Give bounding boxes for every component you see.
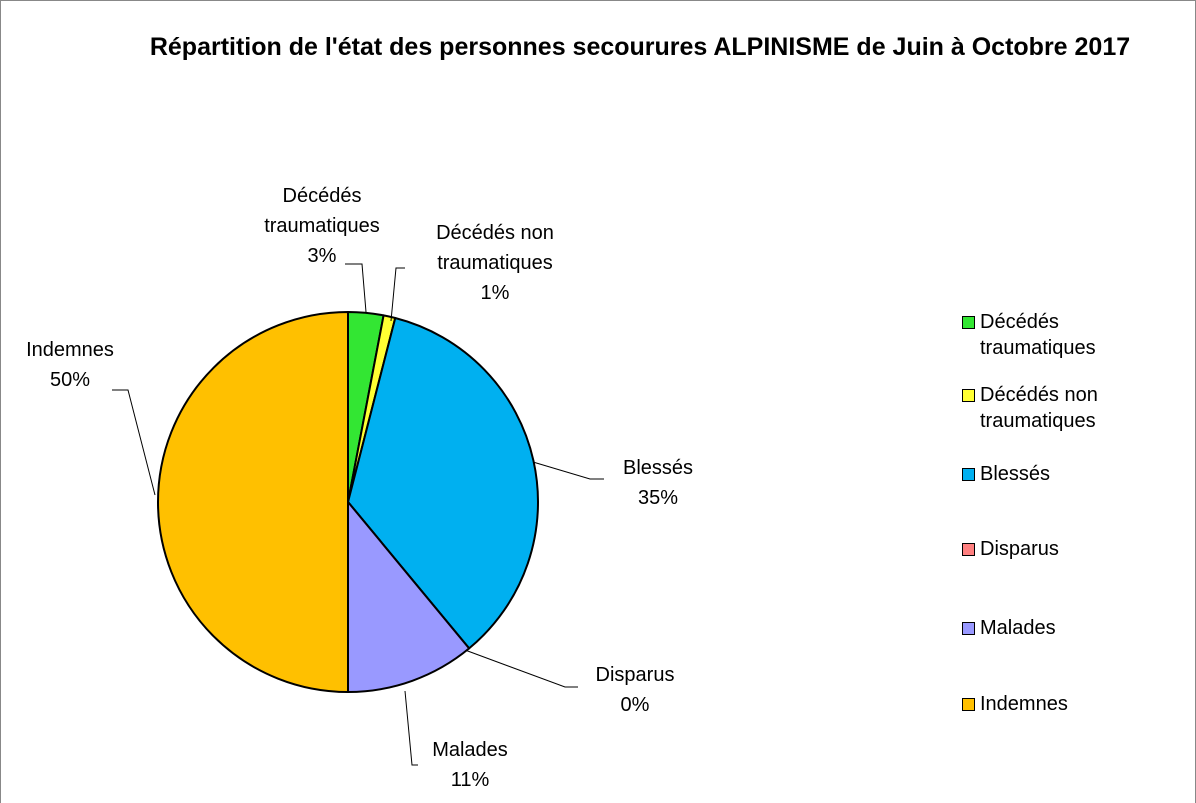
data-label-value: 50% xyxy=(49,369,91,391)
legend-entry: Disparus xyxy=(980,536,1150,562)
legend-label: Disparus xyxy=(980,538,1059,560)
leader-line xyxy=(345,263,367,313)
data-label-category: Indemnes xyxy=(26,339,114,361)
data-label-value: 1% xyxy=(480,282,510,304)
data-label-value: 35% xyxy=(637,487,679,509)
data-label: Blessés 35% xyxy=(573,453,743,513)
legend-label: Décédés traumatiques xyxy=(980,311,1096,359)
legend-swatch xyxy=(962,316,975,329)
data-label-category: Malades xyxy=(432,739,508,761)
data-label-category: Décédés traumatiques xyxy=(264,185,380,237)
data-label-category: Disparus xyxy=(595,664,675,686)
data-label: Décédés non traumatiques 1% xyxy=(410,218,580,308)
legend-entry: Décédés traumatiques xyxy=(980,309,1150,361)
data-label-category: Décédés non traumatiques xyxy=(436,222,554,274)
data-label: Disparus 0% xyxy=(550,660,720,720)
legend-label: Décédés non traumatiques xyxy=(980,384,1098,432)
data-label: Malades 11% xyxy=(385,735,555,795)
legend-swatch xyxy=(962,698,975,711)
legend-swatch xyxy=(962,389,975,402)
data-label: Décédés traumatiques 3% xyxy=(237,181,407,271)
leader-line xyxy=(390,267,405,322)
legend-swatch xyxy=(962,622,975,635)
data-label-value: 11% xyxy=(450,769,490,791)
pie-slice xyxy=(347,316,539,650)
legend-swatch xyxy=(962,543,975,556)
legend-label: Malades xyxy=(980,617,1056,639)
legend-label: Blessés xyxy=(980,463,1051,485)
legend-entry: Indemnes xyxy=(980,691,1150,717)
chart-title: Répartition de l'état des personnes seco… xyxy=(149,33,1131,61)
leader-line xyxy=(404,690,418,766)
legend-swatch xyxy=(962,468,975,481)
leader-line xyxy=(112,389,156,496)
data-label-value: 3% xyxy=(307,245,337,267)
data-label-value: 0% xyxy=(620,694,650,716)
leader-line xyxy=(532,461,604,480)
legend-entry: Décédés non traumatiques xyxy=(980,382,1150,434)
legend-entry: Blessés xyxy=(980,461,1150,487)
pie-slice xyxy=(157,311,349,693)
legend-label: Indemnes xyxy=(980,693,1068,715)
pie-slice xyxy=(347,501,471,693)
legend-entry: Malades xyxy=(980,615,1150,641)
leader-line xyxy=(464,649,578,688)
data-label-category: Blessés xyxy=(622,457,694,479)
data-label: Indemnes 50% xyxy=(0,335,155,395)
